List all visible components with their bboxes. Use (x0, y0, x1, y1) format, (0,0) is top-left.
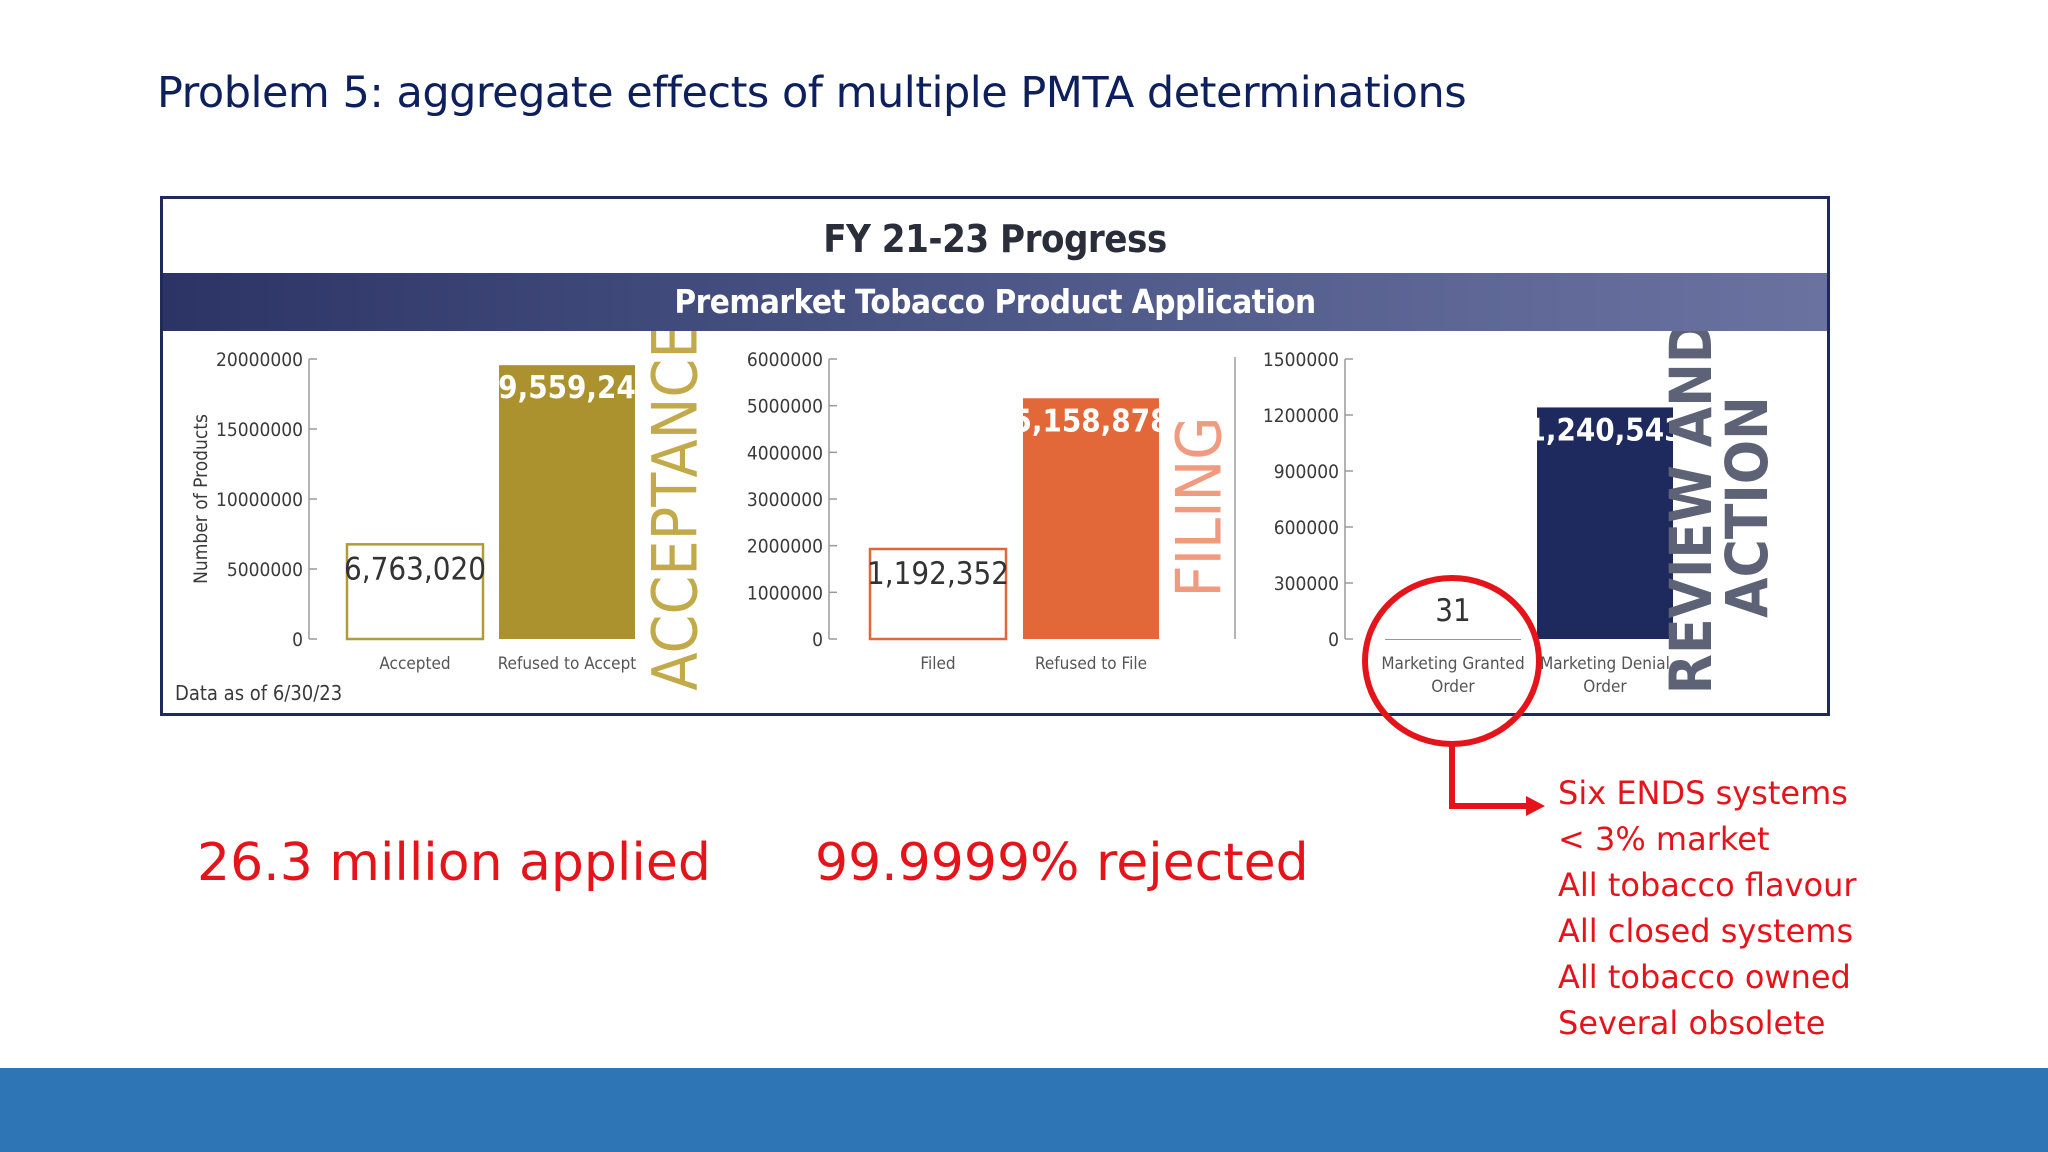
category-label: Filed (920, 654, 955, 674)
bar-value-label: 1,192,352 (867, 556, 1009, 592)
category-label: Refused to File (1035, 654, 1147, 674)
y-tick-label: 0 (812, 629, 823, 651)
bar-value-label: 31 (1435, 593, 1470, 629)
annotation-arrow-line (1449, 744, 1530, 809)
y-tick-label: 2000000 (747, 536, 823, 558)
annotation-line: Several obsolete (1558, 1004, 1826, 1042)
bar (499, 365, 635, 639)
bar (1385, 638, 1521, 640)
annotation-line: All tobacco flavour (1558, 866, 1857, 904)
slide-title: Problem 5: aggregate effects of multiple… (157, 68, 1467, 118)
annotation-line: All closed systems (1558, 912, 1854, 950)
y-tick-label: 1000000 (747, 582, 823, 604)
rejected-stat: 99.9999% rejected (815, 833, 1309, 893)
y-tick-label: 300000 (1274, 573, 1339, 595)
bar-value-label: 19,559,241 (479, 370, 655, 406)
category-label: Marketing Granted Order (1381, 654, 1524, 697)
category-label: Refused to Accept (498, 654, 637, 674)
section-label: FILING (1163, 417, 1236, 598)
annotation-line: All tobacco owned (1558, 958, 1851, 996)
annotation-arrow-head (1526, 796, 1545, 816)
bar-value-label: 5,158,878 (1012, 403, 1169, 439)
infographic-band: Premarket Tobacco Product Application (163, 273, 1827, 331)
pmta-infographic: FY 21-23 Progress Premarket Tobacco Prod… (160, 196, 1830, 716)
section-label: ACCEPTANCE (639, 331, 712, 691)
bar (1023, 398, 1159, 639)
y-tick-label: 1500000 (1263, 349, 1339, 371)
y-tick-label: 5000000 (747, 396, 823, 418)
y-tick-label: 4000000 (747, 442, 823, 464)
annotation-line: < 3% market (1558, 820, 1770, 858)
bar (1537, 407, 1673, 639)
y-tick-label: 3000000 (747, 489, 823, 511)
category-label: Marketing Denial Order (1540, 654, 1670, 697)
applied-stat: 26.3 million applied (197, 833, 711, 893)
bar-value-label: 6,763,020 (344, 551, 486, 587)
y-tick-label: 900000 (1274, 461, 1339, 483)
category-label: Accepted (379, 654, 450, 674)
annotation-line: Six ENDS systems (1558, 774, 1848, 812)
infographic-title: FY 21-23 Progress (823, 217, 1167, 261)
y-tick-label: 10000000 (216, 489, 303, 511)
y-tick-label: 0 (1328, 629, 1339, 651)
y-tick-label: 6000000 (747, 349, 823, 371)
footer-bar (0, 1068, 2048, 1152)
y-tick-label: 0 (292, 629, 303, 651)
infographic-subtitle: Premarket Tobacco Product Application (674, 282, 1316, 321)
y-tick-label: 20000000 (216, 349, 303, 371)
bar-value-label: 1,240,543 (1526, 412, 1683, 448)
data-date-note: Data as of 6/30/23 (175, 681, 343, 705)
y-tick-label: 5000000 (227, 559, 303, 581)
bar (868, 547, 1008, 641)
y-tick-label: 15000000 (216, 419, 303, 441)
section-label: REVIEW ANDACTION (1657, 331, 1781, 694)
y-axis-label: Number of Products (190, 414, 212, 584)
y-tick-label: 1200000 (1263, 405, 1339, 427)
y-tick-label: 600000 (1274, 517, 1339, 539)
annotation-notes: Six ENDS systems < 3% market All tobacco… (1558, 770, 1857, 1046)
bar (345, 543, 485, 641)
